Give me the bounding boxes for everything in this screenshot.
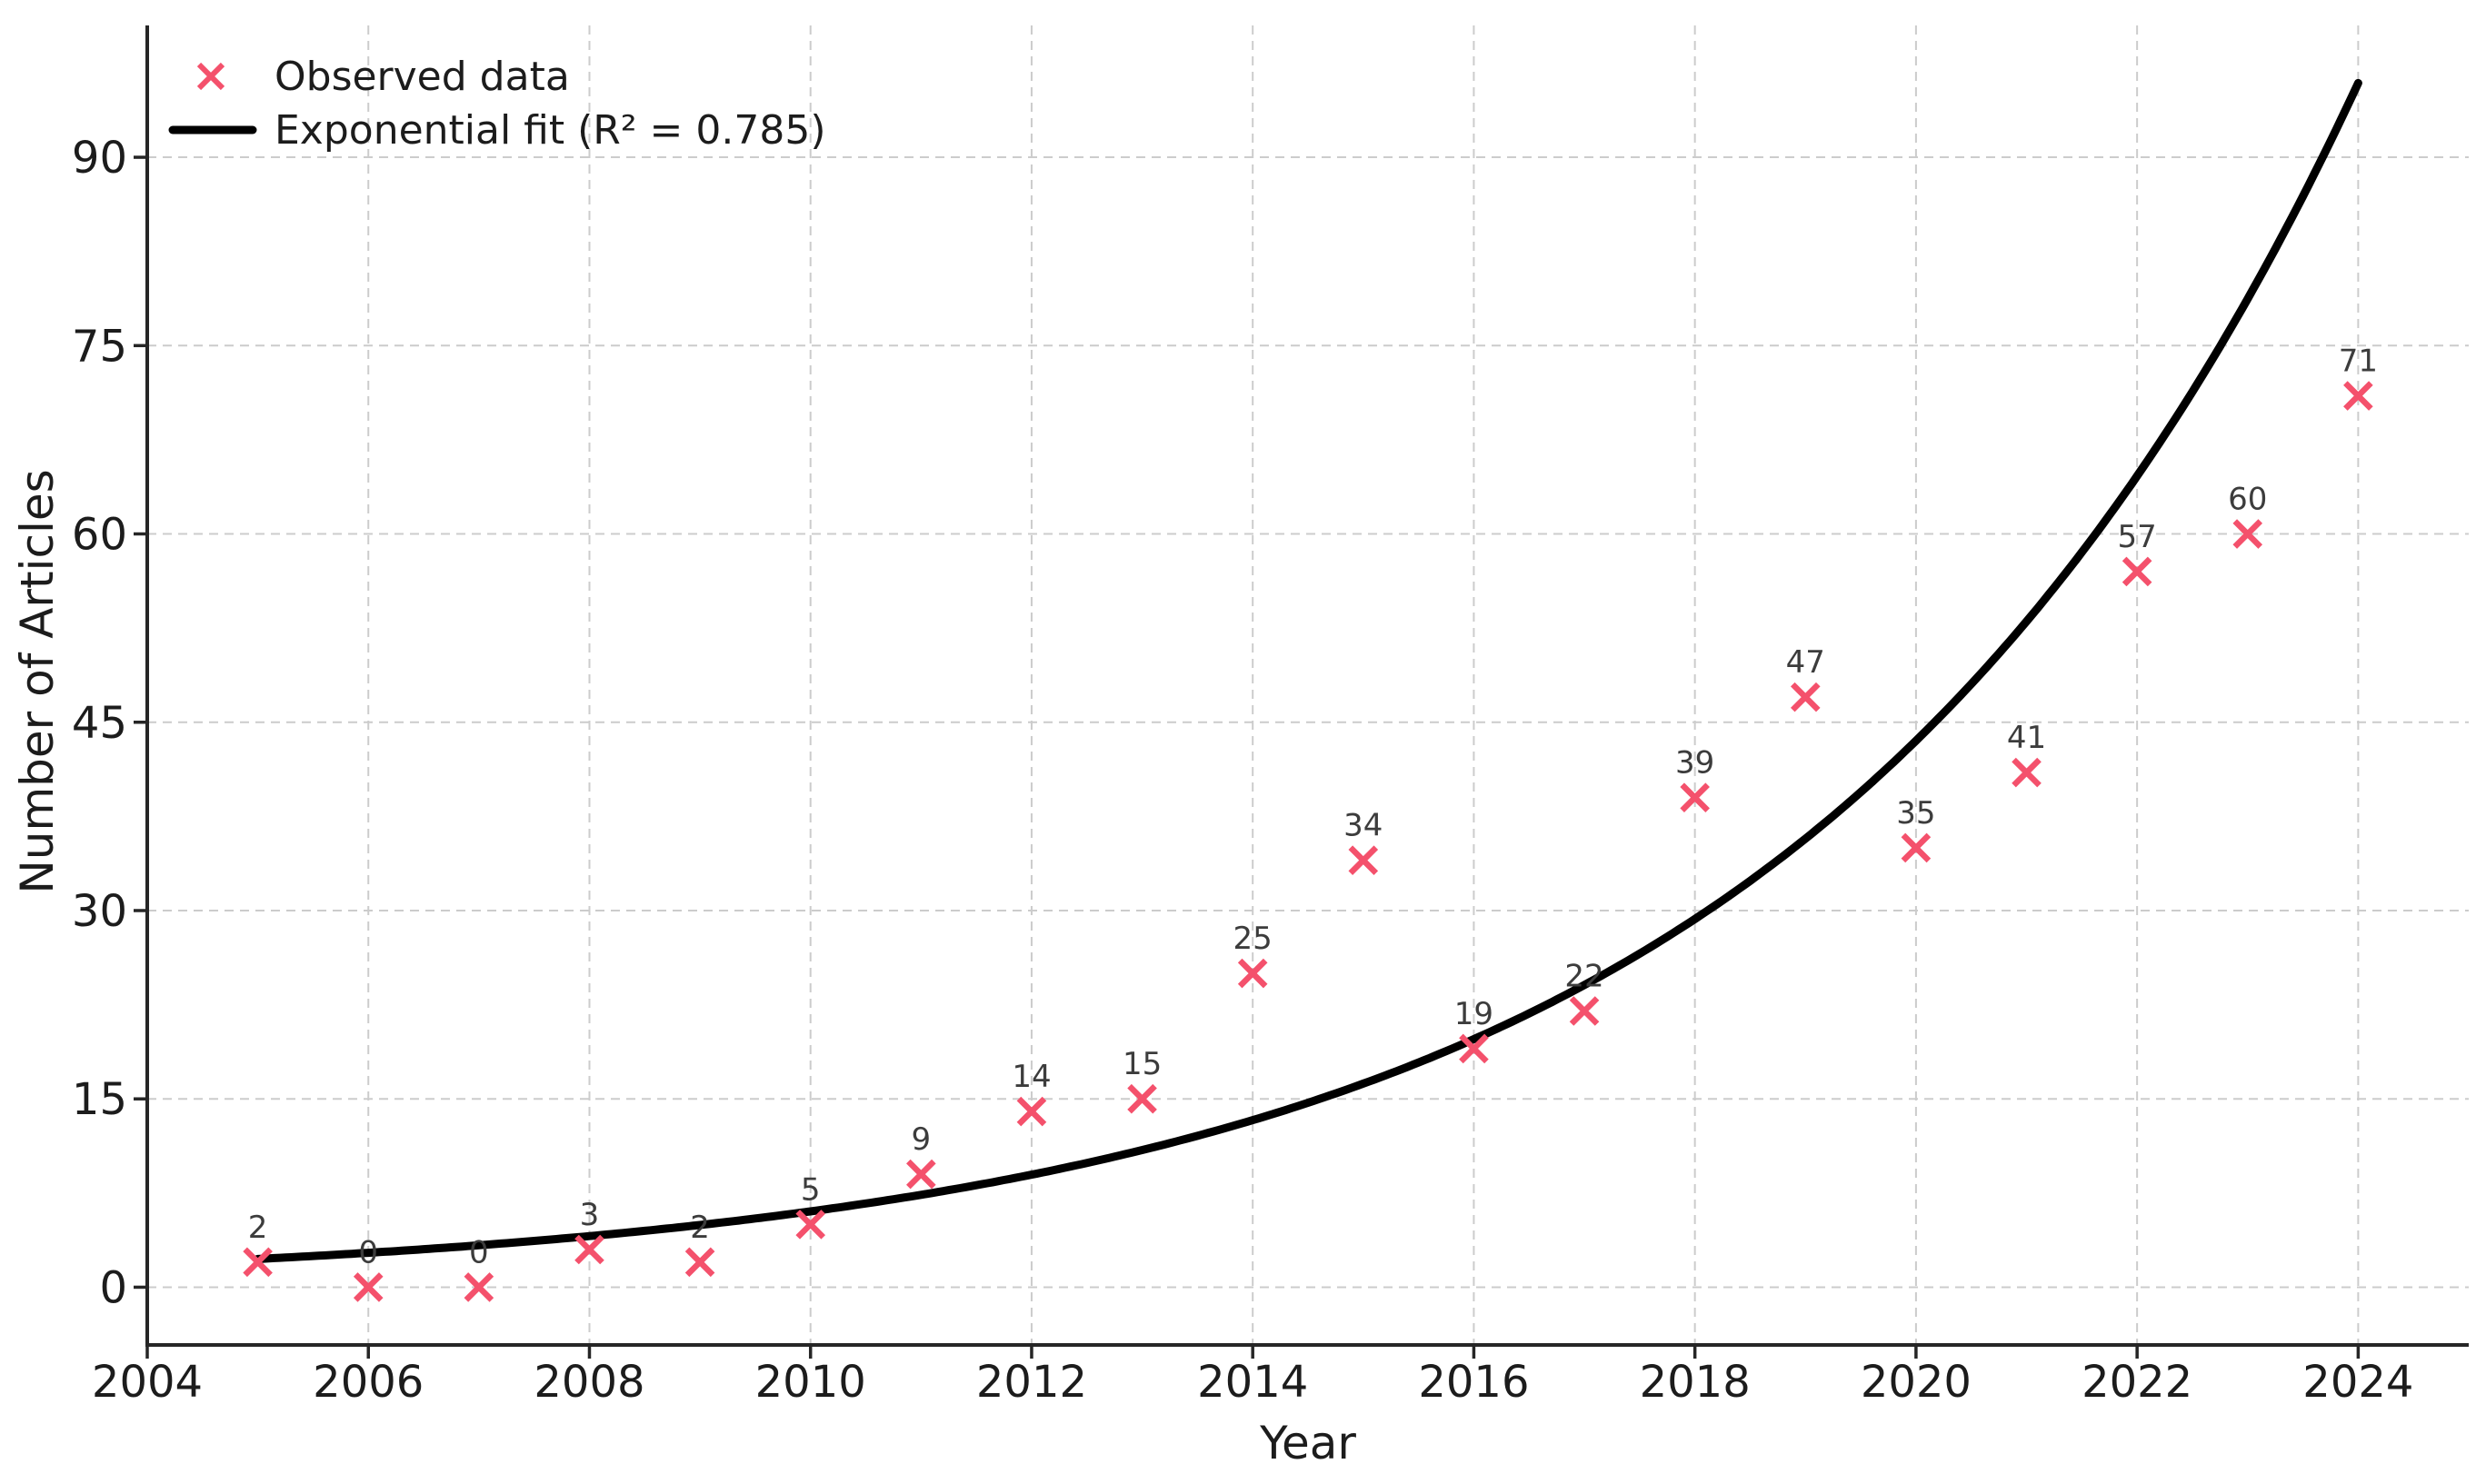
legend-item-exponential-fit: Exponential fit (R² = 0.785): [168, 107, 825, 154]
data-point-marker-2014: [1237, 958, 1268, 989]
data-point-label-2018: 39: [1675, 745, 1714, 782]
data-point-marker-2022: [2122, 556, 2152, 587]
x-tick-label-2018: 2018: [1640, 1357, 1751, 1408]
x-tick-label-2024: 2024: [2302, 1357, 2413, 1408]
data-point-label-2019: 47: [1786, 644, 1825, 681]
data-point-label-2021: 41: [2007, 720, 2046, 756]
data-point-marker-2008: [574, 1234, 604, 1265]
x-tick-label-2004: 2004: [92, 1357, 203, 1408]
fit-curve-layer: [254, 78, 2362, 1263]
y-tick-label-75: 75: [72, 321, 127, 372]
data-point-marker-2016: [1459, 1033, 1489, 1064]
data-point-label-2012: 14: [1012, 1059, 1051, 1095]
data-point-marker-2010: [795, 1210, 826, 1240]
x-tick-label-2014: 2014: [1197, 1357, 1308, 1408]
data-point-label-2022: 57: [2118, 519, 2157, 555]
y-tick-label-15: 15: [72, 1074, 127, 1125]
data-point-marker-2020: [1901, 832, 1932, 863]
data-point-label-2017: 22: [1564, 959, 1603, 995]
y-tick-label-0: 0: [99, 1262, 127, 1313]
data-point-label-2009: 2: [690, 1210, 710, 1246]
data-point-label-2005: 2: [248, 1210, 268, 1246]
data-point-label-2020: 35: [1896, 795, 1935, 832]
data-point-marker-2007: [464, 1272, 494, 1302]
x-tick-label-2010: 2010: [755, 1357, 866, 1408]
grid-layer: [146, 25, 2469, 1345]
data-point-label-2007: 0: [469, 1234, 489, 1270]
data-point-marker-2013: [1127, 1083, 1157, 1114]
data-point-marker-2012: [1016, 1096, 1047, 1127]
data-point-marker-2005: [243, 1247, 273, 1278]
data-point-label-2011: 9: [912, 1121, 932, 1158]
y-tick-label-30: 30: [72, 886, 127, 937]
data-point-marker-2024: [2343, 381, 2373, 411]
data-point-label-2010: 5: [801, 1171, 821, 1208]
data-point-label-2016: 19: [1454, 996, 1493, 1032]
y-tick-label-60: 60: [72, 510, 127, 561]
legend-observed-marker-icon: [196, 62, 225, 91]
legend: Observed data Exponential fit (R² = 0.785…: [168, 54, 825, 154]
data-point-marker-2017: [1569, 996, 1600, 1026]
markers-layer: [243, 381, 2373, 1302]
x-tick-label-2022: 2022: [2082, 1357, 2192, 1408]
data-point-marker-2015: [1348, 845, 1379, 876]
data-point-label-2024: 71: [2339, 344, 2378, 380]
data-point-label-2023: 60: [2228, 482, 2267, 518]
x-tick-label-2020: 2020: [1861, 1357, 1972, 1408]
data-point-label-2006: 0: [358, 1234, 378, 1270]
y-tick-label-90: 90: [72, 133, 127, 184]
x-tick-label-2008: 2008: [534, 1357, 644, 1408]
y-tick-label-45: 45: [72, 698, 127, 749]
y-axis-label: Number of Articles: [11, 469, 64, 893]
exponential-fit-curve: [254, 78, 2362, 1263]
data-point-marker-2021: [2012, 757, 2042, 788]
x-tick-label-2006: 2006: [313, 1357, 424, 1408]
x-tick-label-2016: 2016: [1418, 1357, 1529, 1408]
data-point-label-2015: 34: [1343, 808, 1383, 844]
x-tick-label-2012: 2012: [976, 1357, 1087, 1408]
x-axis-label: Year: [1259, 1417, 1356, 1469]
data-point-label-2008: 3: [580, 1197, 600, 1233]
legend-observed-label: Observed data: [275, 54, 570, 100]
data-point-marker-2023: [2232, 519, 2263, 549]
data-point-marker-2006: [353, 1272, 384, 1302]
axes-layer: 2004 2006 2008 2010 2012 2014 2016 2018 2020 2022…: [11, 25, 2469, 1469]
data-point-label-2013: 15: [1123, 1046, 1162, 1082]
legend-item-observed-data: Observed data: [196, 54, 570, 100]
data-point-label-2014: 25: [1233, 921, 1273, 957]
data-point-marker-2019: [1790, 682, 1821, 712]
data-point-marker-2011: [906, 1159, 936, 1190]
data-point-marker-2018: [1680, 782, 1710, 812]
legend-fit-label: Exponential fit (R² = 0.785): [275, 107, 825, 154]
data-point-marker-2009: [684, 1247, 715, 1278]
